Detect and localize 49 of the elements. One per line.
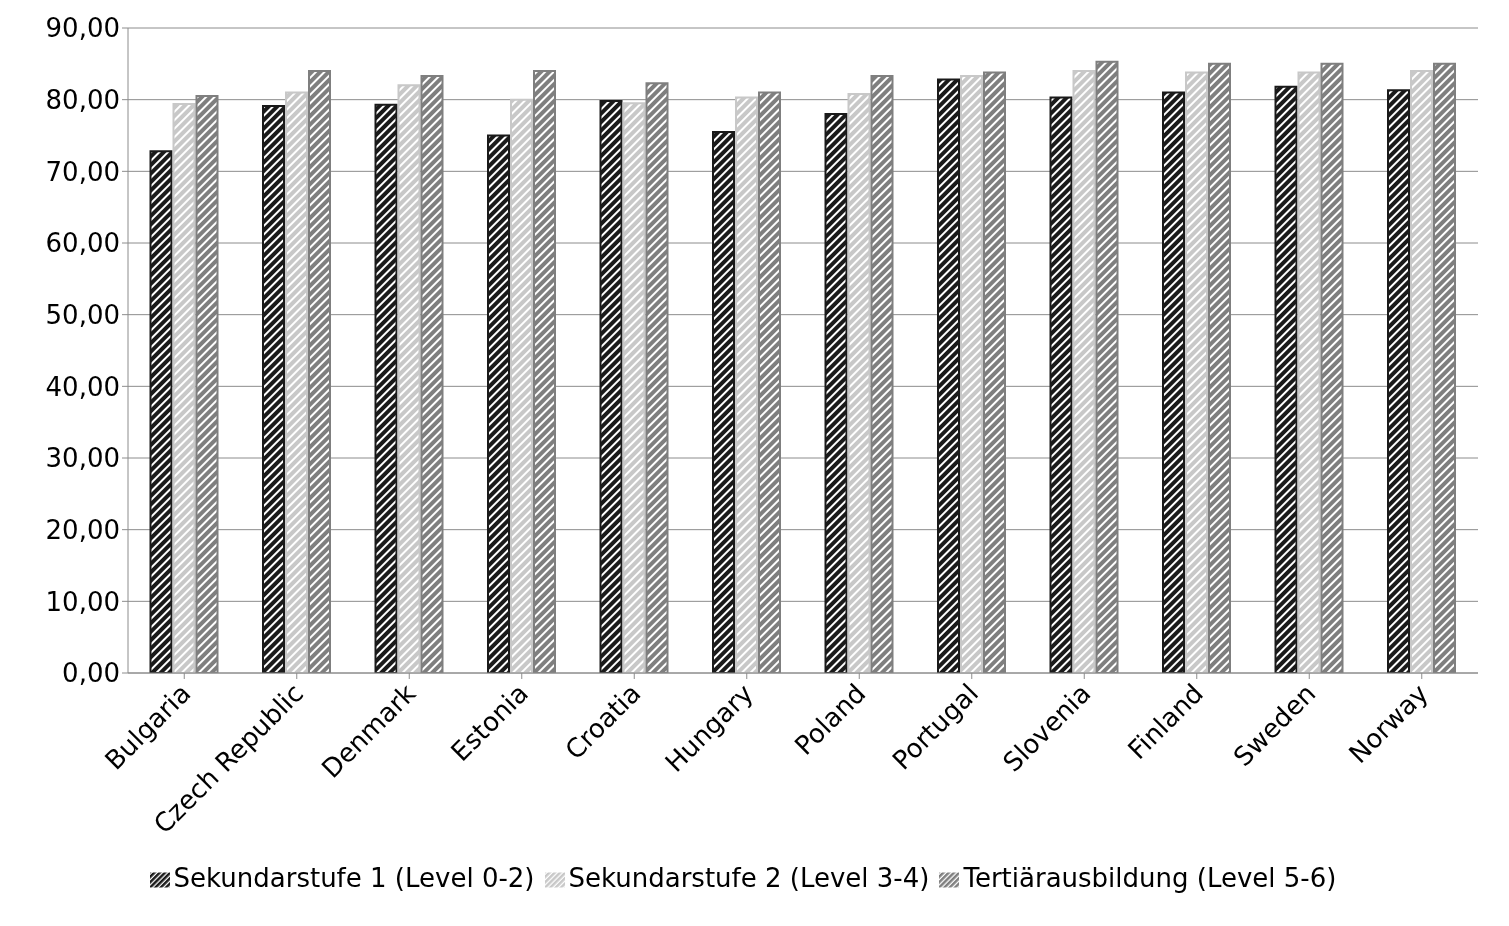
bar (420, 75, 444, 673)
bar (960, 75, 983, 673)
bar (1095, 60, 1119, 673)
y-tick-label: 60,00 (45, 228, 120, 259)
bar (983, 71, 1006, 673)
bar (847, 92, 871, 673)
y-tick-label: 90,00 (45, 13, 120, 44)
bar (397, 84, 421, 673)
bar (195, 95, 219, 673)
bar (510, 98, 533, 673)
bar (1387, 89, 1410, 673)
bar (622, 102, 646, 673)
bar (1274, 85, 1298, 673)
bar (712, 130, 735, 673)
bar (487, 134, 510, 673)
bar (1410, 70, 1433, 673)
bar (1433, 62, 1456, 673)
bar (308, 70, 331, 673)
legend-label: Tertiärausbildung (Level 5-6) (963, 863, 1337, 893)
bar (937, 78, 960, 673)
y-tick-label: 20,00 (45, 514, 120, 545)
bar (599, 100, 623, 673)
bar (262, 105, 285, 673)
bar (172, 102, 196, 673)
bar (374, 103, 398, 673)
bar (1185, 71, 1208, 673)
bar (645, 82, 669, 673)
bar (285, 91, 308, 673)
bar (824, 113, 848, 673)
y-tick-label: 40,00 (45, 371, 120, 402)
bar (1297, 71, 1321, 673)
bar (149, 150, 173, 673)
bar (1320, 62, 1344, 673)
bar (758, 91, 781, 673)
y-tick-label: 70,00 (45, 156, 120, 187)
y-tick-label: 0,00 (62, 658, 120, 689)
legend-label: Sekundarstufe 1 (Level 0-2) (173, 863, 535, 893)
bar (735, 96, 758, 673)
bar (533, 70, 556, 673)
y-tick-label: 10,00 (45, 586, 120, 617)
y-tick-label: 50,00 (45, 299, 120, 330)
bar (1072, 70, 1096, 673)
legend-label: Sekundarstufe 2 (Level 3-4) (568, 863, 930, 893)
bar (1162, 91, 1185, 673)
bar (1208, 62, 1231, 673)
bar (1049, 96, 1073, 673)
y-tick-label: 30,00 (45, 443, 120, 474)
bar (870, 75, 894, 673)
y-tick-label: 80,00 (45, 84, 120, 115)
